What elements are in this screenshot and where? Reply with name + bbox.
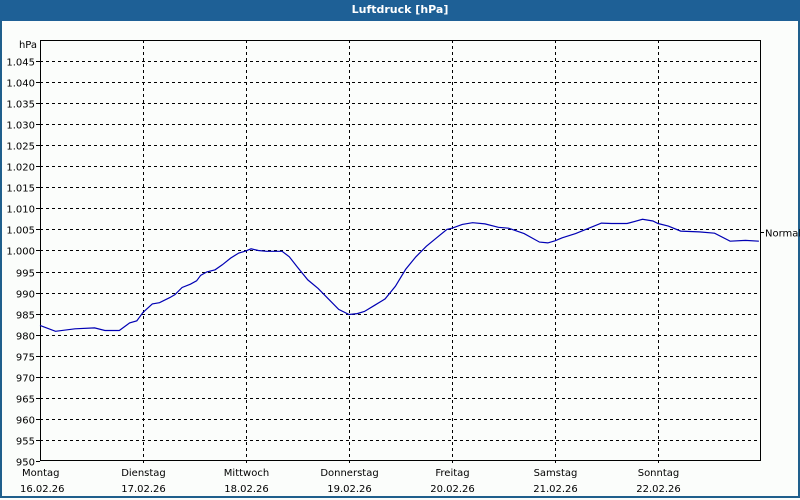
y-tick-label: 1.000 (6, 247, 35, 258)
x-date-label: 20.02.26 (430, 484, 475, 495)
y-tick-label: 1.010 (6, 205, 35, 216)
x-date-label: 18.02.26 (224, 484, 269, 495)
y-tick-label: 980 (16, 332, 35, 343)
y-tick-label: 960 (16, 416, 35, 427)
y-tick-label: 1.030 (6, 121, 35, 132)
x-weekday-label: Dienstag (121, 468, 166, 479)
x-date-label: 16.02.26 (20, 484, 65, 495)
x-axis: Montag 16.02.26 Dienstag 17.02.26 Mittwoch 18… (20, 468, 681, 495)
normal-reference-marker: Normal (760, 229, 800, 240)
y-tick-label: 985 (16, 311, 35, 322)
y-tick-label: 1.035 (6, 100, 35, 111)
y-tick-label: 1.045 (6, 58, 35, 69)
y-axis: 950 955 960 965 970 975 980 985 990 995 1.000 1.005… (6, 58, 40, 469)
x-weekday-label: Donnerstag (320, 468, 378, 479)
x-date-label: 22.02.26 (636, 484, 681, 495)
y-tick-label: 975 (16, 353, 35, 364)
x-date-label: 21.02.26 (533, 484, 578, 495)
x-date-label: 19.02.26 (327, 484, 372, 495)
y-tick-label: 950 (16, 458, 35, 469)
y-tick-label: 955 (16, 437, 35, 448)
y-tick-label: 965 (16, 395, 35, 406)
y-tick-label: 1.020 (6, 163, 35, 174)
x-weekday-label: Mittwoch (224, 468, 269, 479)
y-tick-label: 1.025 (6, 142, 35, 153)
y-tick-label: 990 (16, 290, 35, 301)
x-weekday-label: Sonntag (638, 468, 680, 479)
window-title: Luftdruck [hPa] (0, 0, 800, 21)
x-date-label: 17.02.26 (121, 484, 166, 495)
y-tick-label: 1.015 (6, 184, 35, 195)
y-tick-label: 970 (16, 374, 35, 385)
x-weekday-label: Montag (22, 468, 59, 479)
y-tick-label: 1.005 (6, 226, 35, 237)
y-axis-unit-label: hPa (19, 40, 37, 51)
normal-label: Normal (765, 229, 800, 240)
pressure-line (39, 218, 759, 332)
x-weekday-label: Samstag (534, 468, 578, 479)
y-tick-label: 995 (16, 269, 35, 280)
grid-lines (40, 40, 760, 465)
y-tick-label: 1.040 (6, 79, 35, 90)
plot-frame (40, 40, 761, 461)
x-weekday-label: Freitag (435, 468, 469, 479)
